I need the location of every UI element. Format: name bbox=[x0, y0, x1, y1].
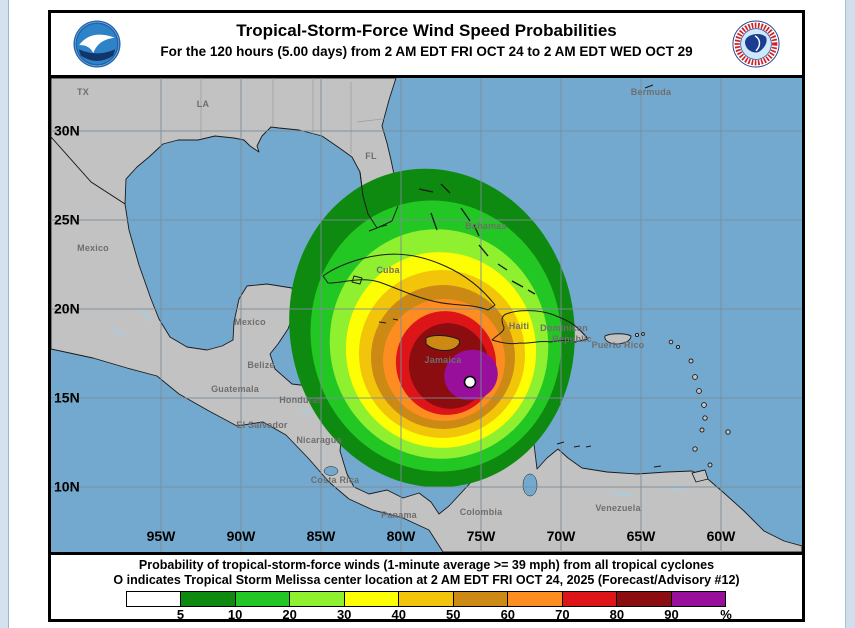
lesser-antilles bbox=[634, 84, 731, 468]
florida-keys bbox=[368, 224, 388, 232]
legend-segment bbox=[561, 591, 618, 607]
footer-caption-line1: Probability of tropical-storm-force wind… bbox=[138, 558, 715, 572]
legend-segment bbox=[616, 591, 672, 607]
legend-segment bbox=[234, 591, 291, 607]
legend-tick-label: 10 bbox=[227, 607, 243, 622]
forecast-graphic: Tropical-Storm-Force Wind Speed Probabil… bbox=[48, 10, 805, 622]
bahamas-islands bbox=[418, 183, 536, 295]
legend-segment bbox=[126, 591, 182, 607]
noaa-logo-icon bbox=[73, 20, 121, 68]
storm-center-symbol: O bbox=[113, 573, 124, 587]
probability-color-scale bbox=[126, 591, 726, 607]
legend-tick-label: 40 bbox=[391, 607, 406, 622]
landmass-puerto-rico bbox=[604, 333, 632, 345]
legend-segment bbox=[289, 591, 345, 607]
legend-tick-label: 50 bbox=[446, 607, 461, 622]
page-margin-strip-left bbox=[0, 0, 9, 628]
island-trinidad bbox=[691, 469, 709, 483]
legend-tick-label: 70 bbox=[555, 607, 570, 622]
cuba-outline bbox=[322, 253, 496, 311]
legend-tick-label: 90 bbox=[664, 607, 679, 622]
legend-tick-label: 60 bbox=[500, 607, 516, 622]
title-block: Tropical-Storm-Force Wind Speed Probabil… bbox=[141, 13, 712, 75]
hispaniola-outline bbox=[491, 310, 589, 345]
coastline-overlays bbox=[322, 171, 662, 468]
landmass-mexico-central-south-america bbox=[51, 136, 802, 552]
legend-segment bbox=[507, 591, 563, 607]
legend-segment bbox=[180, 591, 236, 607]
footer-caption-line2-text: indicates Tropical Storm Melissa center … bbox=[126, 573, 740, 587]
legend-tick-label: 20 bbox=[282, 607, 297, 622]
latlon-grid bbox=[51, 78, 802, 552]
legend-segment bbox=[398, 591, 454, 607]
footer-caption-line2: O indicates Tropical Storm Melissa cente… bbox=[51, 573, 802, 588]
bermuda-island bbox=[644, 84, 654, 89]
graphic-footer: Probability of tropical-storm-force wind… bbox=[51, 555, 802, 622]
isle-of-youth bbox=[351, 275, 363, 285]
probability-map: TX LA FL Bermuda Mexico Mexico Belize Guatemala… bbox=[51, 75, 802, 555]
legend-tick-label: 30 bbox=[336, 607, 352, 622]
graphic-header: Tropical-Storm-Force Wind Speed Probabil… bbox=[51, 13, 802, 75]
abc-islands bbox=[556, 441, 662, 468]
legend-tick-label: 5 bbox=[176, 607, 185, 622]
graphic-title: Tropical-Storm-Force Wind Speed Probabil… bbox=[236, 21, 617, 40]
legend-segment bbox=[452, 591, 509, 607]
lakes bbox=[110, 189, 688, 497]
map-canvas bbox=[51, 78, 802, 552]
storm-center-marker bbox=[463, 375, 477, 389]
legend-segment bbox=[343, 591, 400, 607]
jamaica bbox=[425, 335, 461, 351]
legend-tick-label: 80 bbox=[609, 607, 625, 622]
state-borders bbox=[200, 78, 392, 154]
probability-band-90 bbox=[444, 349, 498, 401]
legend-segment bbox=[670, 591, 726, 607]
cayman-islands bbox=[378, 318, 399, 324]
graphic-subtitle: For the 120 hours (5.00 days) from 2 AM … bbox=[160, 44, 693, 59]
legend-tick-label: % bbox=[720, 607, 732, 622]
page-margin-strip-right bbox=[845, 0, 855, 628]
nws-logo-icon bbox=[732, 20, 780, 68]
